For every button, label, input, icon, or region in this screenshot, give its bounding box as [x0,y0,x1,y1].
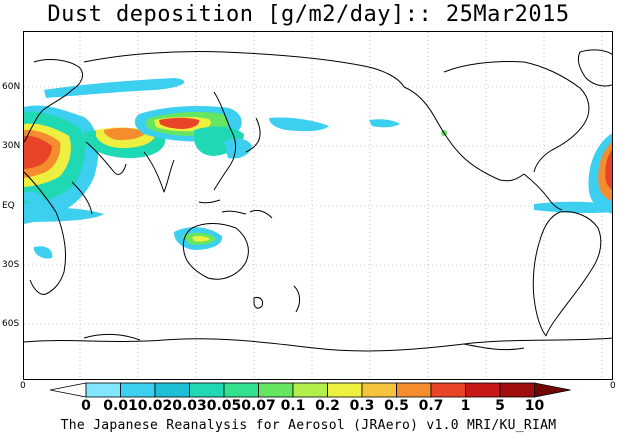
colorbar-tick-label: 0.03 [172,398,207,414]
axis-end-right: 0 [610,381,616,391]
colorbar-cell [396,382,432,398]
colorbar-cell [258,382,294,398]
world-map [23,31,613,380]
colorbar-arrow-low [50,382,87,398]
colorbar-tick-label: 0.3 [349,398,375,414]
colorbar-tick-label: 1 [460,398,471,414]
lat-label-60s: 60S [2,319,20,329]
colorbar-tick-label: 0.7 [418,398,444,414]
map-canvas [24,32,612,379]
coastlines [24,49,612,352]
lat-label-30s: 30S [2,260,20,270]
colorbar-cell [85,382,121,398]
colorbar-tick-label: 0.01 [103,398,138,414]
colorbar-tick-label: 0 [81,398,91,414]
dust-field [24,78,612,259]
colorbar-cell [430,382,466,398]
lat-label-60n: 60N [2,82,21,92]
lat-label-eq: EQ [2,201,15,211]
colorbar-cell [499,382,535,398]
colorbar-tick-label: 0.5 [384,398,409,414]
colorbar-cell [327,382,363,398]
colorbar-tick-label: 5 [495,398,505,414]
axis-end-left: 0 [20,381,26,391]
colorbar-cell [223,382,259,398]
colorbar-tick-label: 0.1 [280,398,306,414]
map-title: Dust deposition [g/m2/day]:: 25Mar2015 [47,2,570,27]
colorbar-cell [120,382,156,398]
colorbar-arrow-high [534,382,571,398]
colorbar [50,382,571,398]
colorbar-cell [154,382,190,398]
colorbar-tick-label: 0.05 [206,398,242,414]
lat-label-30n: 30N [2,141,21,151]
colorbar-cell [189,382,225,398]
colorbar-tick-label: 10 [524,398,545,414]
colorbar-tick-label: 0.07 [241,398,276,414]
colorbar-tick-label: 0.02 [137,398,173,414]
footer-credit: The Japanese Reanalysis for Aerosol (JRA… [60,418,557,433]
colorbar-cell [292,382,328,398]
colorbar-tick-label: 0.2 [315,398,340,414]
colorbar-cell [465,382,501,398]
colorbar-cell [361,382,397,398]
